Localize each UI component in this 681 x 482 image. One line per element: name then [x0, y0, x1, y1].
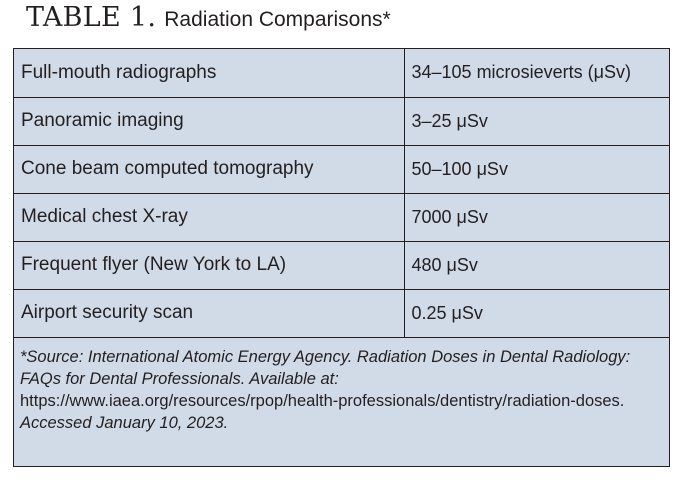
- source-footnote: *Source: International Atomic Energy Age…: [14, 338, 669, 434]
- table-row: Panoramic imaging 3–25 μSv: [14, 97, 669, 146]
- comparison-table: Full-mouth radiographs 34–105 microsieve…: [14, 49, 669, 338]
- table-row: Airport security scan 0.25 μSv: [14, 289, 669, 338]
- row-item: Panoramic imaging: [14, 97, 405, 146]
- row-dose: 480 μSv: [404, 241, 669, 290]
- table-title: TABLE 1. Radiation Comparisons*: [26, 2, 391, 42]
- footnote-url[interactable]: https://www.iaea.org/resources/rpop/heal…: [20, 391, 625, 410]
- row-item: Medical chest X-ray: [14, 193, 405, 242]
- row-dose: 50–100 μSv: [404, 145, 669, 194]
- radiation-table: Full-mouth radiographs 34–105 microsieve…: [13, 48, 670, 467]
- row-dose: 34–105 microsieverts (μSv): [404, 49, 669, 98]
- row-dose: 7000 μSv: [404, 193, 669, 242]
- row-item: Cone beam computed tomography: [14, 145, 405, 194]
- table-caption: Radiation Comparisons*: [164, 8, 391, 31]
- row-dose: 0.25 μSv: [404, 289, 669, 338]
- footnote-source: *Source: International Atomic Energy Age…: [20, 347, 631, 388]
- table-row: Medical chest X-ray 7000 μSv: [14, 193, 669, 242]
- row-item: Frequent flyer (New York to LA): [14, 241, 405, 290]
- table-row: Frequent flyer (New York to LA) 480 μSv: [14, 241, 669, 290]
- row-dose: 3–25 μSv: [404, 97, 669, 146]
- table-number: TABLE 1.: [26, 2, 157, 33]
- table-row: Cone beam computed tomography 50–100 μSv: [14, 145, 669, 194]
- row-item: Full-mouth radiographs: [14, 49, 405, 98]
- table-row: Full-mouth radiographs 34–105 microsieve…: [14, 49, 669, 98]
- row-item: Airport security scan: [14, 289, 405, 338]
- footnote-accessed: Accessed January 10, 2023.: [20, 413, 229, 432]
